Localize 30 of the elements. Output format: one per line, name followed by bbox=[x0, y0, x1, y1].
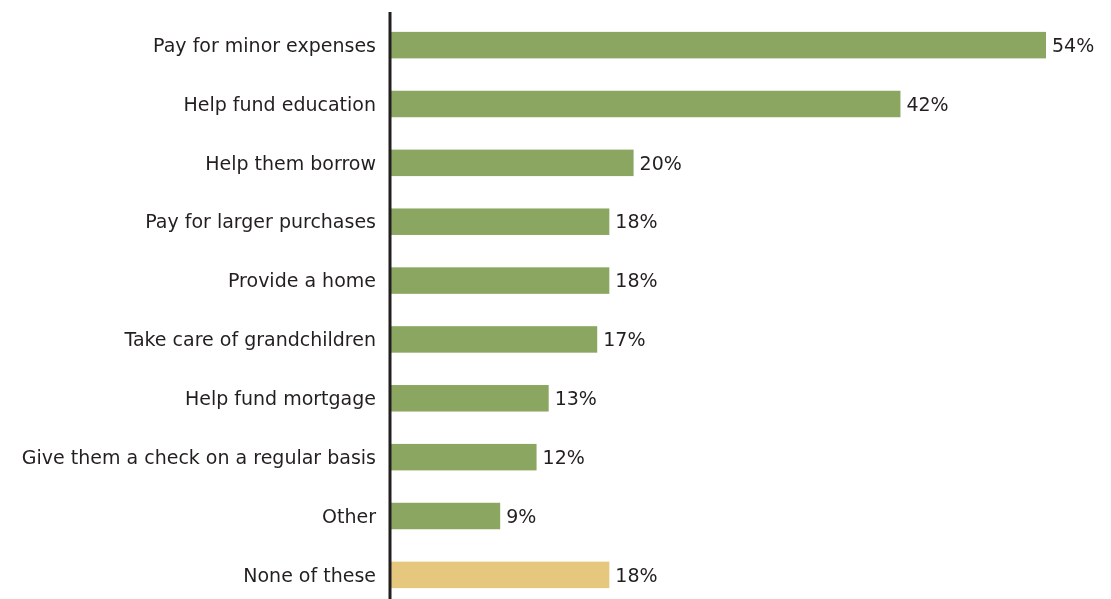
data-label: 18% bbox=[615, 210, 658, 233]
bar bbox=[391, 208, 610, 235]
y-tick-label: Pay for larger purchases bbox=[145, 210, 376, 233]
y-tick-label: Other bbox=[322, 504, 377, 527]
bar bbox=[391, 326, 598, 353]
y-tick-label: Give them a check on a regular basis bbox=[21, 445, 376, 468]
bar bbox=[391, 561, 610, 589]
data-label: 18% bbox=[615, 269, 658, 292]
data-label: 18% bbox=[615, 563, 658, 586]
y-tick-label: Help fund mortgage bbox=[184, 386, 376, 409]
y-tick-label: Take care of grandchildren bbox=[123, 328, 376, 351]
bar bbox=[391, 267, 610, 294]
data-label: 20% bbox=[639, 151, 682, 174]
y-tick-label: Pay for minor expenses bbox=[153, 33, 376, 56]
y-tick-label: Help them borrow bbox=[205, 151, 376, 174]
y-tick-label: Provide a home bbox=[227, 269, 376, 292]
data-label: 12% bbox=[542, 445, 585, 468]
y-tick-label: None of these bbox=[243, 563, 376, 586]
bar bbox=[391, 31, 1046, 59]
bar bbox=[391, 149, 634, 177]
bar bbox=[391, 385, 549, 412]
data-label: 17% bbox=[603, 328, 646, 351]
data-label: 9% bbox=[506, 504, 537, 527]
bar bbox=[391, 502, 501, 530]
data-label: 42% bbox=[906, 92, 949, 115]
data-label: 54% bbox=[1052, 33, 1095, 56]
bar bbox=[391, 90, 901, 118]
y-tick-label: Help fund education bbox=[183, 92, 376, 115]
data-label: 13% bbox=[554, 386, 597, 409]
bar bbox=[391, 443, 537, 471]
